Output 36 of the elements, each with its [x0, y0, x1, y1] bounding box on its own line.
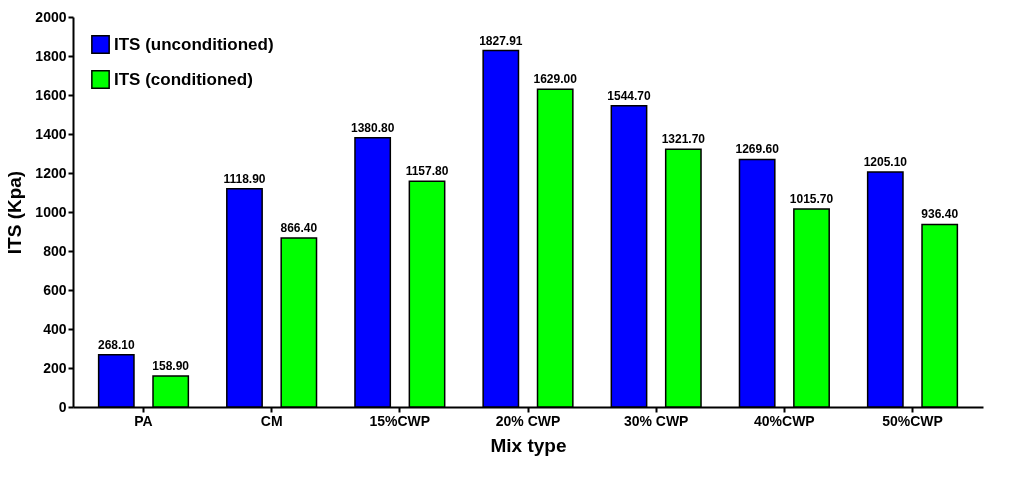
- legend-label: ITS (conditioned): [114, 69, 253, 89]
- y-tick-label: 1600: [35, 86, 67, 103]
- data-label: 1629.00: [533, 72, 578, 87]
- y-tick-label: 0: [58, 398, 67, 415]
- data-label: 158.90: [152, 359, 190, 374]
- x-tick-label: CM: [260, 412, 283, 429]
- y-tick-label: 800: [43, 242, 67, 259]
- y-tick-label: 400: [43, 320, 67, 337]
- data-label: 1205.10: [863, 155, 908, 170]
- data-label: 1118.90: [223, 171, 266, 186]
- y-tick-label: 1400: [35, 125, 67, 142]
- y-axis-title: ITS (Kpa): [4, 170, 26, 255]
- x-tick-label: 40%CWP: [753, 412, 815, 429]
- data-label: 1380.80: [350, 120, 395, 135]
- x-tick-label: 30% CWP: [623, 412, 689, 429]
- data-label: 866.40: [280, 221, 318, 236]
- y-tick-label: 1200: [35, 164, 67, 181]
- data-label: 1321.70: [661, 132, 706, 147]
- data-label: 1827.91: [479, 33, 523, 48]
- data-label: 268.10: [97, 337, 135, 352]
- y-tick-label: 2000: [35, 8, 67, 25]
- x-tick-label: 15%CWP: [369, 412, 431, 429]
- data-label: 1157.80: [405, 164, 449, 179]
- y-tick-label: 1000: [35, 203, 67, 220]
- data-label: 936.40: [921, 207, 959, 222]
- x-tick-label: 50%CWP: [882, 412, 943, 429]
- data-label: 1015.70: [789, 191, 834, 206]
- legend-label: ITS (unconditioned): [114, 34, 274, 54]
- y-tick-label: 200: [43, 359, 67, 376]
- x-axis-title: Mix type: [490, 434, 567, 456]
- y-tick-label: 600: [43, 281, 67, 298]
- x-tick-label: PA: [134, 412, 153, 429]
- data-label: 1269.60: [735, 142, 780, 157]
- x-tick-label: 20% CWP: [495, 412, 561, 429]
- data-label: 1544.70: [607, 88, 651, 103]
- y-tick-label: 1800: [35, 47, 67, 64]
